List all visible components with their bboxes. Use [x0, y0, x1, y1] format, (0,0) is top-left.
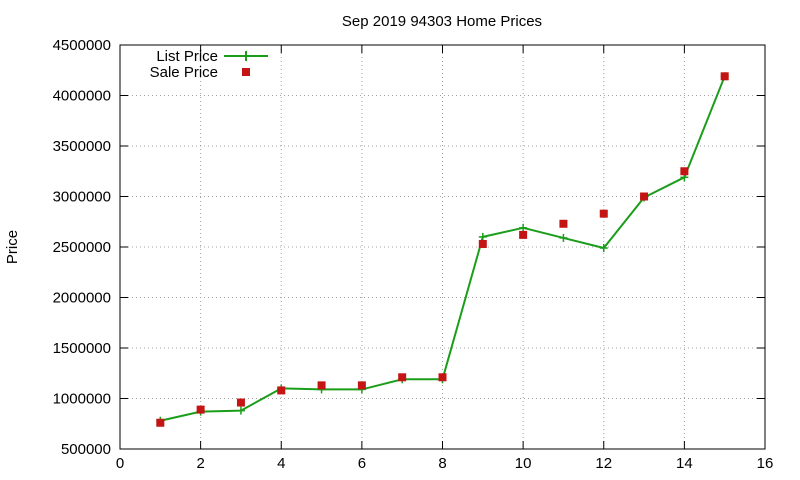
sale-price-point — [438, 373, 447, 382]
list-price-point — [559, 233, 568, 242]
sale-price-point — [519, 230, 528, 239]
legend: List Price Sale Price — [150, 48, 268, 81]
x-tick-label: 10 — [515, 455, 532, 472]
sale-price-point — [317, 381, 326, 390]
sale-price-point — [357, 381, 366, 390]
x-tick-label: 16 — [757, 455, 774, 472]
sale-price-point — [398, 373, 407, 382]
y-tick-label: 1500000 — [53, 340, 111, 357]
x-tick-label: 4 — [277, 455, 285, 472]
sale-price-point — [478, 239, 487, 248]
y-axis-label: Price — [4, 230, 21, 264]
legend-label-list-price: List Price — [156, 48, 218, 65]
y-tick-label: 3000000 — [53, 189, 111, 206]
sale-price-point — [640, 192, 649, 201]
y-tick-label: 4000000 — [53, 88, 111, 105]
sale-price-point — [156, 418, 165, 427]
legend-label-sale-price: Sale Price — [150, 64, 218, 81]
list-price-point — [236, 406, 245, 415]
y-tick-label: 3500000 — [53, 138, 111, 155]
axis-ticks: 0 2 4 6 8 10 12 14 16 500000 1000000 1500000 2000000… — [53, 37, 774, 472]
list-price-point — [599, 244, 608, 253]
x-tick-label: 6 — [358, 455, 366, 472]
sale-price-point — [559, 219, 568, 228]
sale-price-point — [236, 398, 245, 407]
data-series — [156, 72, 729, 427]
sale-price-point — [277, 386, 286, 395]
list-price-point — [519, 223, 528, 232]
x-tick-label: 14 — [676, 455, 693, 472]
y-tick-label: 500000 — [61, 441, 111, 458]
y-tick-label: 2000000 — [53, 290, 111, 307]
x-tick-label: 2 — [196, 455, 204, 472]
sale-price-point — [599, 209, 608, 218]
x-tick-label: 12 — [595, 455, 612, 472]
chart-title: Sep 2019 94303 Home Prices — [342, 13, 542, 30]
list-price-point — [478, 232, 487, 241]
x-tick-label: 0 — [116, 455, 124, 472]
y-tick-label: 2500000 — [53, 239, 111, 256]
x-tick-label: 8 — [438, 455, 446, 472]
sale-price-point — [196, 405, 205, 414]
sale-price-point — [680, 167, 689, 176]
y-tick-label: 4500000 — [53, 37, 111, 54]
sale-price-point — [720, 72, 729, 81]
y-tick-label: 1000000 — [53, 391, 111, 408]
legend-marker-list-price — [241, 51, 251, 61]
legend-marker-sale-price — [242, 68, 250, 76]
